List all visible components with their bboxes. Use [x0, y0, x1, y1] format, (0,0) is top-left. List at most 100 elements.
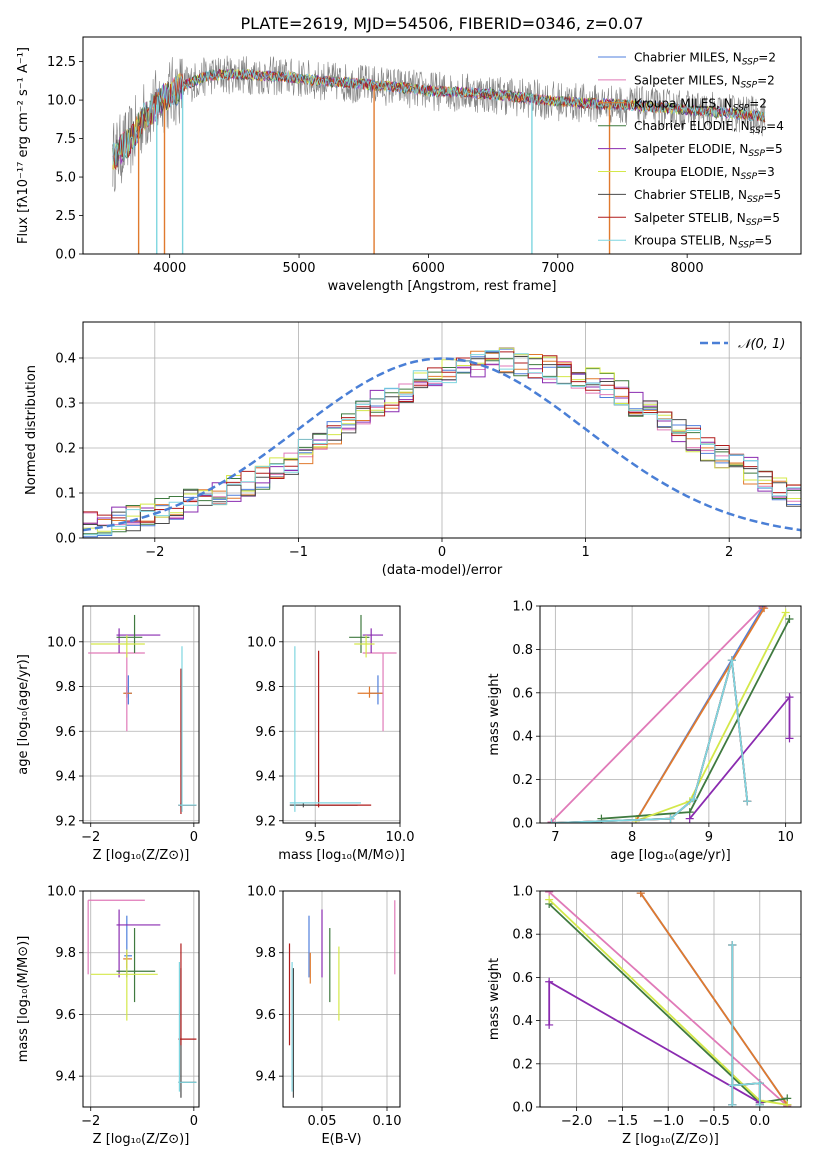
legend-subscript: SSP: [747, 195, 764, 205]
legend-label: Salpeter STELIB, NSSP=5: [634, 211, 780, 228]
legend-suffix: =5: [765, 142, 783, 156]
y-tick-label: 9.6: [255, 725, 276, 740]
legend-suffix: =5: [754, 234, 772, 248]
mass_vs_Z-ylabel: mass [log₁₀(M/M⊙)]: [16, 936, 31, 1063]
weight-marker-salpeter_miles: [545, 891, 554, 897]
x-tick-label: 0: [190, 830, 198, 845]
weight-marker-kroupa_stelib: [743, 797, 752, 806]
legend-label: Salpeter MILES, NSSP=2: [634, 73, 775, 90]
mass_vs_Z-axes: −2 0 9.4 9.6 9.8 10.0 Z [log₁₀(Z/Z⊙)] mass [log…: [16, 885, 199, 1147]
y-tick-label: 0.6: [512, 686, 533, 701]
y-tick-label: 0.1: [55, 487, 76, 502]
weight-marker-kroupa_stelib: [547, 819, 556, 823]
weight-line-kroupa_miles: [639, 892, 789, 1106]
x-tick-label: −2: [81, 830, 100, 845]
y-tick-label: 9.8: [255, 946, 276, 961]
mass_vs_ebv-xlabel: E(B-V): [321, 1132, 361, 1147]
y-tick-label: 9.6: [55, 725, 76, 740]
legend-subscript: SSP: [733, 103, 750, 113]
spectrum-xlabel: wavelength [Angstrom, rest frame]: [328, 279, 557, 294]
age_vs_Z-ylabel: age [log₁₀(age/yr)]: [16, 654, 31, 775]
model-line-salpeter_stelib: [112, 69, 766, 171]
weight-marker-chabrier_elodie: [785, 615, 794, 624]
weight_vs_Z-ylabel: mass weight: [487, 958, 502, 1040]
spectrum-ylabel: Flux [fλ10⁻¹⁷ erg cm⁻² s⁻¹ A⁻¹]: [16, 47, 31, 244]
y-tick-label: 0.8: [512, 928, 533, 943]
x-tick-label: −1.5: [607, 1114, 639, 1129]
y-tick-label: 9.4: [55, 1070, 76, 1085]
x-tick-label: −1: [289, 545, 308, 560]
y-tick-label: 9.4: [255, 770, 276, 785]
weight-marker-salpeter_elodie: [785, 693, 794, 702]
weight-marker-kroupa_miles: [636, 891, 645, 898]
y-tick-label: 0.4: [55, 352, 76, 367]
legend-subscript: SSP: [750, 126, 767, 136]
y-tick-label: 0.2: [512, 773, 533, 788]
y-tick-label: 9.8: [55, 946, 76, 961]
weight-marker-kroupa_stelib: [727, 656, 736, 665]
histogram-salpeter_stelib: [83, 351, 801, 523]
y-tick-label: 9.8: [55, 680, 76, 695]
mass_vs_ebv-points: [288, 900, 396, 1098]
legend-label-normal: 𝒩(0, 1): [738, 337, 785, 352]
legend-label: Kroupa STELIB, NSSP=5: [634, 234, 772, 251]
normal-curve: [83, 357, 801, 532]
x-tick-label: −2.0: [561, 1114, 593, 1129]
x-tick-label: 6000: [412, 261, 445, 276]
y-tick-label: 9.2: [55, 814, 76, 829]
y-tick-label: 10.0: [47, 94, 76, 109]
legend-suffix: =5: [764, 188, 782, 202]
x-tick-label: 5000: [282, 261, 315, 276]
x-tick-label: 0: [190, 1114, 198, 1129]
histogram-chabrier_elodie: [83, 358, 801, 535]
x-tick-label: 10.0: [386, 830, 415, 845]
legend-subscript: SSP: [742, 58, 759, 68]
x-tick-label: 9: [705, 830, 713, 845]
age_vs_mass-frame: [282, 605, 401, 824]
mass_vs_Z-frame: [82, 890, 200, 1108]
x-tick-label: 9.5: [305, 830, 326, 845]
mass_vs_Z-points: [87, 899, 197, 1098]
y-tick-label: 10.0: [247, 885, 276, 900]
legend-suffix: =2: [758, 51, 776, 65]
weight-marker-kroupa_stelib: [689, 795, 698, 804]
age_vs_mass-points: [289, 614, 397, 812]
residuals-axes: −2 −1 0 1 2 0.0 0.1 0.2 0.3 0.4 (data-model)/error…: [24, 322, 801, 578]
weight_vs_Z-xlabel: Z [log₁₀(Z/Z⊙)]: [622, 1132, 719, 1147]
legend-subscript: SSP: [746, 218, 763, 228]
y-tick-label: 0.0: [512, 817, 533, 832]
spectrum-axes: 4000 5000 6000 7000 8000 0.0 2.5 5.0 7.5 10.0 12.5…: [16, 47, 704, 294]
y-tick-label: 9.6: [55, 1008, 76, 1023]
x-tick-label: 7: [551, 830, 559, 845]
weight-marker-kroupa_stelib: [666, 814, 675, 823]
weight_vs_age-ylabel: mass weight: [487, 673, 502, 755]
y-tick-label: 12.5: [47, 55, 76, 70]
legend-suffix: =3: [757, 165, 775, 179]
weight-line-kroupa_miles: [635, 607, 765, 822]
mass_vs_ebv-frame: [282, 890, 401, 1108]
legend-suffix: =2: [757, 73, 775, 87]
weight-marker-kroupa_stelib: [755, 1079, 764, 1088]
x-tick-label: 4000: [153, 261, 186, 276]
spectrum-lines: [112, 55, 766, 254]
weight-line-kroupa_elodie: [635, 612, 787, 822]
weight-marker-kroupa_stelib: [728, 1081, 737, 1090]
x-tick-label: 10: [777, 830, 794, 845]
spectrum-legend: Chabrier MILES, NSSP=2 Salpeter MILES, NS…: [598, 51, 784, 251]
legend-suffix: =5: [762, 211, 780, 225]
histogram-kroupa_stelib: [83, 350, 801, 536]
legend-subscript: SSP: [741, 172, 758, 182]
y-tick-label: 7.5: [55, 132, 76, 147]
y-tick-label: 9.4: [255, 1070, 276, 1085]
x-tick-label: 2: [725, 545, 733, 560]
y-tick-label: 0.2: [512, 1057, 533, 1072]
weight_vs_age-axes: 7 8 9 10 0.0 0.2 0.4 0.6 0.8 1.0 age [log₁₀(age/yr…: [487, 600, 801, 863]
weight_vs_age-xlabel: age [log₁₀(age/yr)]: [610, 848, 731, 863]
x-tick-label: 0.05: [308, 1114, 337, 1129]
residuals-ylabel: Normed distribution: [24, 365, 39, 495]
y-tick-label: 0.0: [55, 532, 76, 547]
weight-marker-kroupa_miles: [760, 606, 769, 613]
x-tick-label: 8: [628, 830, 636, 845]
mass_vs_Z-xlabel: Z [log₁₀(Z/Z⊙)]: [93, 1132, 190, 1147]
y-tick-label: 10.0: [247, 635, 276, 650]
